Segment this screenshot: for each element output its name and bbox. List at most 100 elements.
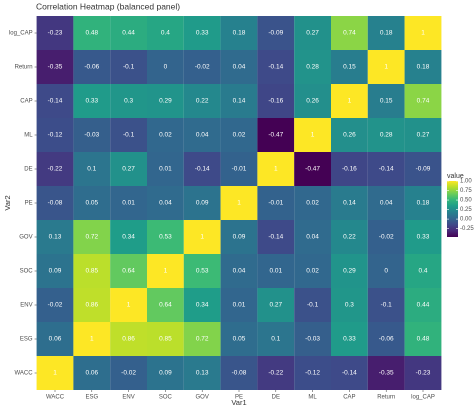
heatmap-cell <box>257 16 295 50</box>
heatmap-cell <box>73 322 111 356</box>
cell-label: 0.53 <box>196 268 209 275</box>
cell-label: -0.47 <box>268 132 283 139</box>
cell-label: 1 <box>274 166 278 173</box>
cell-label: 0.44 <box>417 302 430 309</box>
heatmap-cell <box>294 288 331 322</box>
heatmap-cell <box>183 220 221 254</box>
cell-label: 0.64 <box>122 268 135 275</box>
heatmap-cell <box>367 254 405 288</box>
colorbar-tick-label: 1.00 <box>460 179 472 185</box>
colorbar <box>447 181 458 237</box>
x-tick-label: PE <box>235 395 243 401</box>
heatmap-cell <box>294 356 331 390</box>
heatmap-cell <box>220 84 258 118</box>
y-tick-label: ENV <box>20 303 32 309</box>
cell-label: 0.09 <box>196 200 209 207</box>
heatmap-cell <box>73 152 111 186</box>
heatmap-cell <box>36 50 74 84</box>
cell-label: -0.14 <box>268 64 283 71</box>
heatmap-cell <box>183 16 221 50</box>
heatmap-cell <box>331 118 368 152</box>
cell-label: -0.08 <box>232 370 247 377</box>
cell-label: 0.85 <box>85 268 98 275</box>
cell-label: 0.53 <box>159 234 172 241</box>
cell-label: 0.14 <box>233 98 246 105</box>
heatmap-cell <box>183 288 221 322</box>
cell-label: -0.22 <box>268 370 283 377</box>
cell-label: 0.05 <box>233 336 246 343</box>
heatmap-cell <box>36 356 74 390</box>
x-tick-label: GOV <box>196 395 209 401</box>
heatmap-cell <box>331 254 368 288</box>
heatmap-cell <box>294 16 331 50</box>
cell-label: 0.01 <box>233 302 246 309</box>
heatmap-cell <box>36 322 74 356</box>
heatmap-cell <box>257 322 295 356</box>
heatmap-cell <box>220 356 258 390</box>
heatmap-cell <box>331 152 368 186</box>
cell-label: -0.09 <box>416 166 431 173</box>
heatmap-cell <box>73 220 111 254</box>
cell-label: 0.4 <box>161 30 170 37</box>
cell-label: 0.09 <box>159 370 172 377</box>
heatmap-cell <box>147 186 184 220</box>
heatmap-cell <box>294 118 331 152</box>
cell-label: 0.22 <box>343 234 356 241</box>
cell-label: 0.04 <box>159 200 172 207</box>
cell-label: 0.27 <box>269 302 282 309</box>
heatmap-cell <box>404 356 442 390</box>
heatmap-cell <box>220 288 258 322</box>
cell-label: -0.14 <box>342 370 357 377</box>
x-tick-label: DE <box>272 395 280 401</box>
cell-label: -0.1 <box>123 64 135 71</box>
y-tick-label: DE <box>24 167 32 173</box>
heatmap-cell <box>404 118 442 152</box>
cell-label: -0.16 <box>268 98 283 105</box>
cell-label: 0.26 <box>306 98 319 105</box>
cell-label: -0.1 <box>307 302 319 309</box>
x-tick-label: ENV <box>122 395 134 401</box>
cell-label: 0.01 <box>269 268 282 275</box>
heatmap-cell <box>404 254 442 288</box>
x-tick-label: log_CAP <box>411 395 435 401</box>
cell-label: 0.06 <box>85 370 98 377</box>
cell-label: -0.14 <box>48 98 63 105</box>
heatmap-cell <box>331 186 368 220</box>
cell-label: -0.02 <box>121 370 136 377</box>
cell-label: 0.33 <box>343 336 356 343</box>
x-tick-label: WACC <box>46 395 65 401</box>
heatmap-cell <box>220 16 258 50</box>
cell-label: 0.02 <box>306 200 319 207</box>
heatmap-cell <box>36 254 74 288</box>
heatmap-cell <box>36 84 74 118</box>
cell-label: 0.09 <box>233 234 246 241</box>
y-tick-label: log_CAP <box>9 31 33 37</box>
heatmap-cell <box>110 254 147 288</box>
cell-label: 1 <box>237 200 241 207</box>
cell-label: 0.04 <box>233 268 246 275</box>
heatmap-cell <box>367 84 405 118</box>
heatmap-cell <box>220 322 258 356</box>
y-tick-label: Return <box>15 65 33 71</box>
heatmap-cell <box>183 152 221 186</box>
cell-label: 1 <box>90 336 94 343</box>
cell-label: -0.14 <box>195 166 210 173</box>
cell-label: 0.18 <box>417 200 430 207</box>
cell-label: -0.02 <box>195 64 210 71</box>
heatmap-cell <box>331 356 368 390</box>
cell-label: -0.14 <box>379 166 394 173</box>
cell-label: -0.02 <box>379 234 394 241</box>
heatmap-cell <box>110 16 147 50</box>
heatmap-cell <box>110 118 147 152</box>
heatmap-cell <box>73 288 111 322</box>
heatmap-cell <box>73 84 111 118</box>
cell-label: 1 <box>200 234 204 241</box>
x-tick-label: ML <box>308 395 317 401</box>
colorbar-tick-label: 0.75 <box>460 188 472 194</box>
cell-label: -0.47 <box>305 166 320 173</box>
cell-label: 0.15 <box>380 98 393 105</box>
cell-label: 0.28 <box>306 64 319 71</box>
heatmap-cell <box>220 118 258 152</box>
heatmap-cell <box>404 152 442 186</box>
heatmap-cell <box>110 186 147 220</box>
